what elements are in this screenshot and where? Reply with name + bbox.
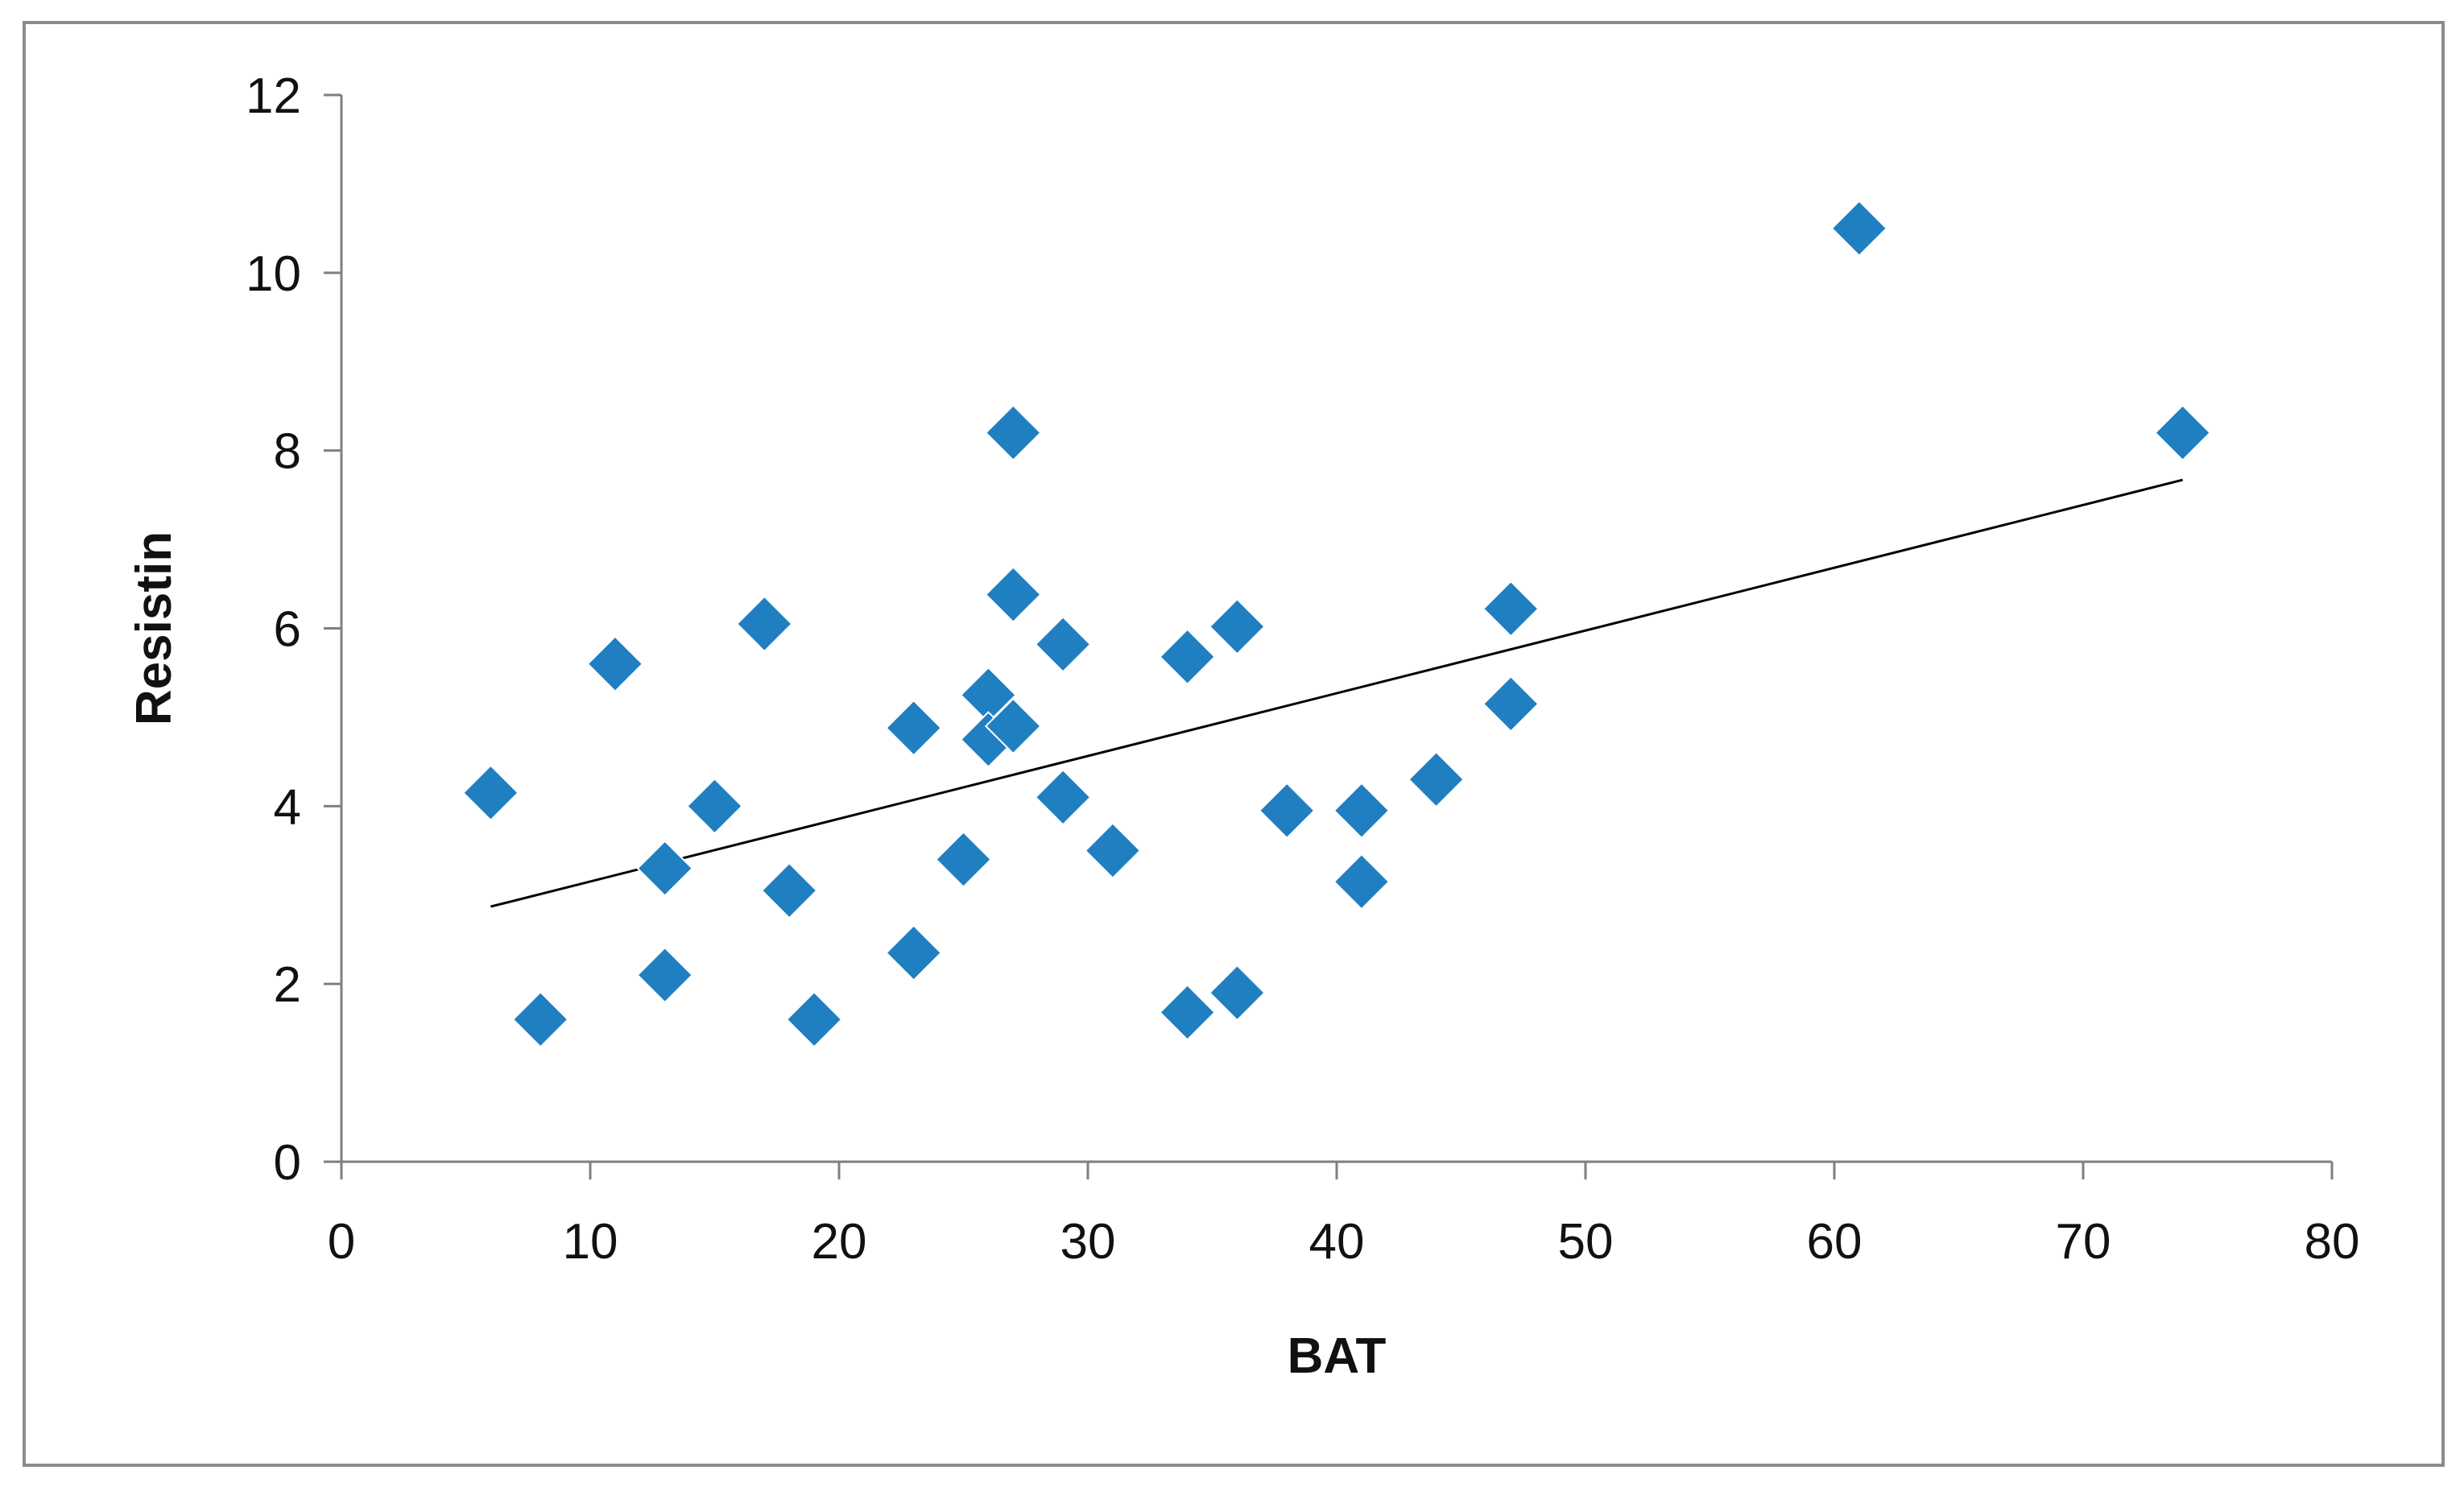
data-point xyxy=(586,635,644,693)
data-point xyxy=(511,990,569,1048)
data-point xyxy=(1159,984,1217,1041)
data-point xyxy=(935,831,992,888)
y-tick-label: 12 xyxy=(246,68,301,124)
data-point xyxy=(1408,750,1466,808)
y-tick-label: 0 xyxy=(274,1135,301,1191)
y-tick-label: 4 xyxy=(274,779,301,835)
x-tick-label: 30 xyxy=(1060,1214,1116,1270)
trendline xyxy=(490,478,2183,908)
data-point xyxy=(1084,822,1142,879)
data-point xyxy=(461,764,519,822)
data-point xyxy=(636,946,694,1004)
x-tick-label: 60 xyxy=(1807,1214,1862,1270)
data-point xyxy=(1159,628,1217,686)
data-point xyxy=(636,840,694,898)
data-point xyxy=(1208,597,1266,655)
data-point xyxy=(760,861,818,919)
x-tick-label: 80 xyxy=(2305,1214,2360,1270)
data-point xyxy=(984,566,1042,623)
data-point xyxy=(1208,964,1266,1022)
data-point xyxy=(785,990,843,1048)
data-point xyxy=(1482,675,1540,733)
x-tick-label: 40 xyxy=(1309,1214,1365,1270)
x-tick-label: 70 xyxy=(2056,1214,2111,1270)
y-tick-label: 2 xyxy=(274,957,301,1013)
x-axis-title: BAT xyxy=(1288,1328,1387,1384)
tick-labels: 0 2 4 6 8 10 12 0 10 20 30 40 50 60 70 80 xyxy=(246,68,2359,1270)
data-point xyxy=(2154,404,2212,461)
data-point xyxy=(885,699,943,757)
data-point xyxy=(984,697,1042,755)
axes xyxy=(324,93,2334,1179)
data-point xyxy=(1258,782,1316,840)
y-axis-title: Resistin xyxy=(126,531,182,725)
data-point xyxy=(1482,580,1540,638)
x-tick-label: 0 xyxy=(328,1214,355,1270)
chart-frame xyxy=(23,21,2445,1467)
y-tick-label: 10 xyxy=(246,246,301,302)
data-points xyxy=(461,200,2212,1048)
data-point xyxy=(1034,615,1092,673)
x-tick-label: 20 xyxy=(812,1214,867,1270)
data-point xyxy=(984,404,1042,461)
y-tick-label: 8 xyxy=(274,424,301,480)
data-point xyxy=(1333,782,1391,840)
x-tick-label: 10 xyxy=(563,1214,618,1270)
x-tick-label: 50 xyxy=(1558,1214,1614,1270)
y-tick-label: 6 xyxy=(274,602,301,658)
data-point xyxy=(1034,768,1092,826)
data-point xyxy=(686,777,743,835)
data-point xyxy=(735,595,793,653)
data-point xyxy=(1830,200,1888,258)
data-point xyxy=(1333,853,1391,911)
data-point xyxy=(885,924,943,981)
